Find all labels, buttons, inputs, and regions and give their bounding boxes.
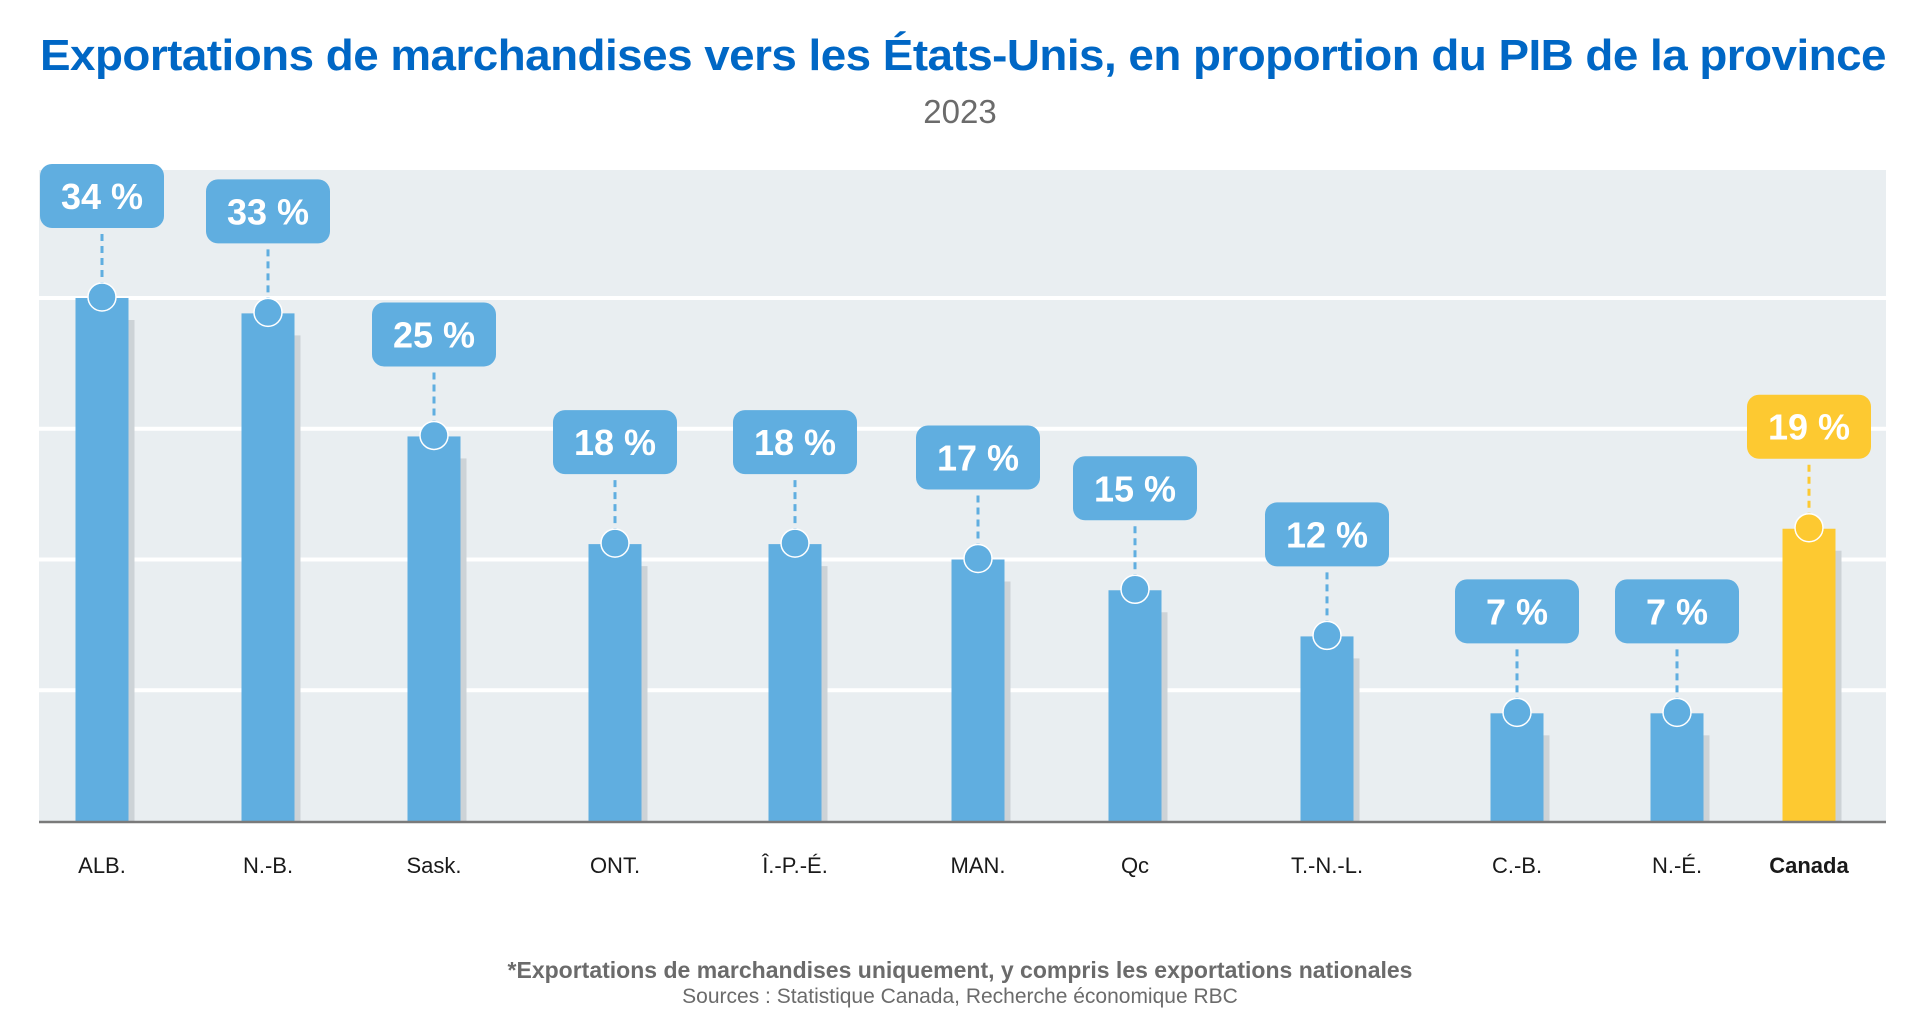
value-label-box — [372, 302, 496, 367]
x-tick-label: MAN. — [951, 853, 1006, 878]
value-label-n-b: 33 % — [206, 179, 330, 328]
value-label-canada: 19 % — [1747, 394, 1871, 543]
x-tick-label: Sask. — [406, 853, 461, 878]
value-label-box — [1747, 394, 1871, 459]
marker-dot — [1662, 697, 1692, 728]
marker-dot — [1312, 620, 1342, 651]
bar-man — [951, 559, 1005, 821]
value-label-box — [733, 410, 857, 475]
value-label-box — [1615, 579, 1739, 644]
marker-dot — [963, 543, 993, 574]
value-label-ont: 18 % — [553, 410, 677, 558]
data-label: 33 % — [227, 191, 309, 232]
chart-title: Exportations de marchandises vers les Ét… — [40, 31, 1887, 80]
chart-subtitle: 2023 — [923, 93, 997, 130]
value-label-alb: 34 % — [40, 164, 164, 312]
marker-dot — [419, 420, 449, 451]
marker-dot — [780, 528, 810, 558]
x-tick-label: Qc — [1121, 853, 1149, 878]
value-labels: 34 % 33 % 25 % 18 % 18 % 17 % 15 % 12 % 7 % 7 % 19… — [40, 164, 1871, 728]
data-label: 18 % — [754, 422, 836, 463]
bar-sask — [407, 436, 461, 821]
data-label: 7 % — [1646, 591, 1708, 632]
bars — [75, 298, 1836, 821]
data-label: 12 % — [1286, 514, 1368, 555]
data-label: 34 % — [61, 176, 143, 217]
bar-t-n-l — [1300, 636, 1354, 821]
x-tick-label: C.-B. — [1492, 853, 1542, 878]
x-axis-tick-labels: ALB. N.-B. Sask. ONT. Î.-P.-É. MAN. Qc T.-N.-L.… — [78, 853, 1849, 878]
footer-source: Sources : Statistique Canada, Recherche … — [682, 985, 1238, 1008]
value-label-box — [40, 164, 164, 228]
data-label: 19 % — [1768, 407, 1850, 448]
x-tick-label: ONT. — [590, 853, 640, 878]
bar-ont — [588, 544, 642, 821]
value-label-sask: 25 % — [372, 302, 496, 451]
value-label-box — [1455, 579, 1579, 644]
value-label-box — [553, 410, 677, 475]
data-label: 7 % — [1486, 591, 1548, 632]
x-tick-label: Canada — [1769, 853, 1849, 878]
value-label-qc: 15 % — [1073, 456, 1197, 605]
value-label-box — [1073, 456, 1197, 521]
value-label-box — [1265, 502, 1389, 567]
x-tick-label: N.-B. — [243, 853, 293, 878]
bar-alb — [75, 298, 129, 821]
bar-c-b — [1490, 713, 1544, 821]
marker-dot — [253, 297, 283, 328]
data-label: 18 % — [574, 422, 656, 463]
data-label: 15 % — [1094, 468, 1176, 509]
data-label: 17 % — [937, 438, 1019, 479]
x-tick-label: T.-N.-L. — [1291, 853, 1363, 878]
footer-note: *Exportations de marchandises uniquement… — [507, 957, 1413, 983]
marker-dot — [87, 282, 117, 312]
value-label-t-n-l: 12 % — [1265, 502, 1389, 651]
chart-title-container: Exportations de marchandises vers les Ét… — [0, 28, 1920, 84]
marker-dot — [1120, 574, 1150, 605]
value-label-box — [206, 179, 330, 244]
bar-qc — [1108, 590, 1162, 821]
x-tick-label: Î.-P.-É. — [761, 853, 828, 878]
value-label-n: 7 % — [1615, 579, 1739, 728]
bar-canada — [1782, 528, 1836, 821]
value-label-c-b: 7 % — [1455, 579, 1579, 728]
bar-n-b — [241, 313, 295, 821]
marker-dot — [600, 528, 630, 558]
bar-n — [1650, 713, 1704, 821]
value-label-box — [916, 425, 1040, 490]
marker-dot — [1502, 697, 1532, 728]
value-label-man: 17 % — [916, 425, 1040, 574]
x-tick-label: N.-É. — [1652, 853, 1702, 878]
marker-dot — [1794, 512, 1824, 543]
x-tick-label: ALB. — [78, 853, 126, 878]
bar-p — [768, 544, 822, 821]
value-label-p: 18 % — [733, 410, 857, 558]
data-label: 25 % — [393, 314, 475, 355]
